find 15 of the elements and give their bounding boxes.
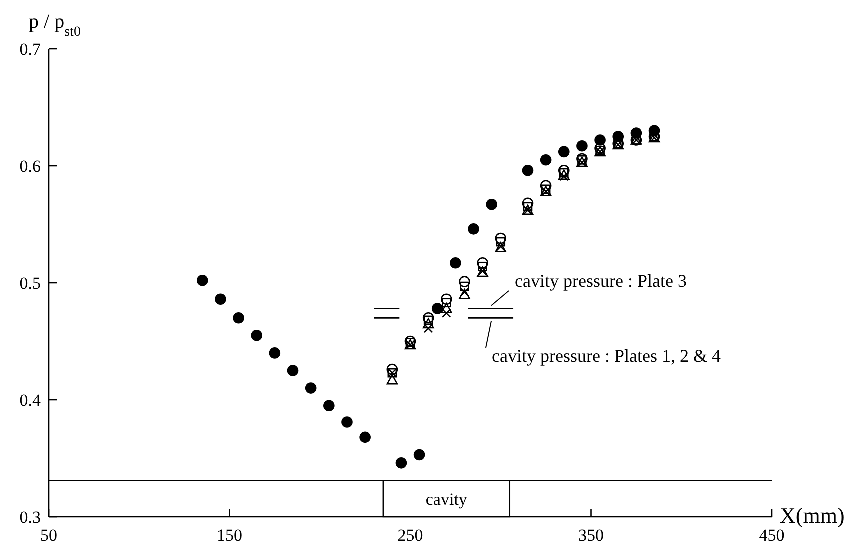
y-tick-label: 0.5 — [20, 274, 41, 293]
y-tick-label: 0.3 — [20, 508, 41, 527]
x-tick-label: 350 — [578, 526, 604, 545]
y-axis-title: p / p$_{st0}$ — [29, 11, 81, 40]
series-label: cavity pressure : Plate 3 — [515, 271, 687, 291]
y-tick-label: 0.4 — [20, 391, 42, 410]
x-tick-label: 250 — [398, 526, 424, 545]
x-axis-title: X(mm) — [780, 503, 845, 528]
x-tick-label: 50 — [40, 526, 58, 545]
x-tick-label: 150 — [217, 526, 242, 545]
y-tick-label: 0.6 — [20, 157, 41, 176]
band-label: cavity — [426, 490, 468, 509]
y-tick-label: 0.7 — [20, 40, 42, 59]
x-tick-label: 450 — [759, 526, 785, 545]
legend-label: cavity pressure : Plates 1, 2 & 4 — [492, 346, 721, 366]
